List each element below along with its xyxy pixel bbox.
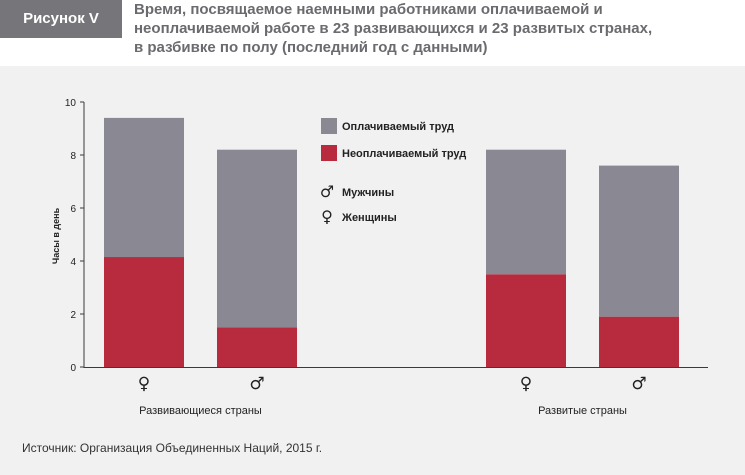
legend-label-male: Мужчины — [342, 187, 394, 199]
male-symbol-icon: ♂ — [320, 182, 334, 201]
y-ticks: 0 2 4 6 8 10 — [65, 98, 84, 374]
male-symbol-icon: ♂ — [631, 374, 646, 394]
male-symbol-icon: ♂ — [249, 374, 264, 394]
x-labels: ♀ ♂ Развивающиеся страны ♀ ♂ Развитые страны — [138, 374, 647, 417]
female-symbol-icon: ♀ — [321, 207, 333, 226]
bar-unpaid-male — [599, 316, 679, 367]
bar-paid-male — [217, 149, 297, 328]
y-tick-label: 6 — [70, 204, 76, 215]
legend-swatch-paid — [321, 118, 337, 134]
bars — [104, 117, 679, 367]
bar-unpaid-female — [486, 274, 566, 367]
figure-title-line: неоплачиваемой работе в 23 развивающихся… — [134, 20, 653, 37]
figure-label: Рисунок V — [0, 0, 122, 38]
legend-swatch-unpaid — [321, 145, 337, 161]
female-symbol-icon: ♀ — [520, 374, 532, 394]
y-tick-label: 2 — [70, 310, 76, 321]
y-tick-label: 4 — [70, 257, 76, 268]
source-note: Источник: Организация Объединенных Наций… — [22, 441, 323, 455]
legend-label-paid: Оплачиваемый труд — [342, 121, 454, 133]
bar-unpaid-male — [217, 327, 297, 367]
figure-title-line: Время, посвящаемое наемными работниками … — [134, 1, 603, 18]
figure-header: Рисунок V Время, посвящаемое наемными ра… — [0, 0, 745, 66]
x-group-label: Развитые страны — [538, 405, 627, 417]
bar-unpaid-female — [104, 257, 184, 367]
y-tick-label: 10 — [65, 98, 77, 109]
female-symbol-icon: ♀ — [138, 374, 150, 394]
y-tick-label: 0 — [70, 363, 76, 374]
figure-title-line: в разбивке по полу (последний год с данн… — [134, 39, 488, 56]
y-axis-title: Часы в день — [51, 207, 61, 264]
x-group-label: Развивающиеся страны — [139, 405, 262, 417]
bar-paid-male — [599, 165, 679, 317]
legend-label-female: Женщины — [341, 212, 397, 224]
figure-title: Время, посвящаемое наемными работниками … — [134, 0, 739, 57]
bar-paid-female — [486, 149, 566, 275]
legend-label-unpaid: Неоплачиваемый труд — [342, 148, 466, 160]
bar-paid-female — [104, 117, 184, 258]
legend: Оплачиваемый труд Неоплачиваемый труд ♂ … — [320, 118, 466, 226]
y-tick-label: 8 — [70, 151, 76, 162]
